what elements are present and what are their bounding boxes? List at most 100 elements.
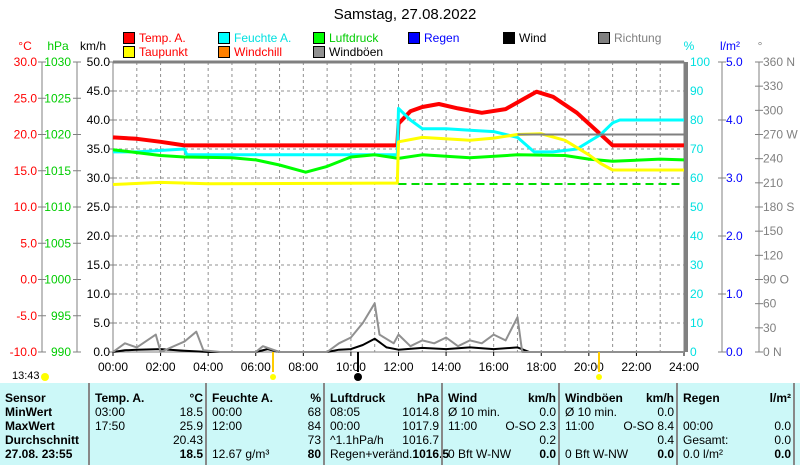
humidity-tick-label: 40: [690, 229, 704, 243]
legend-label: Feuchte A.: [234, 31, 292, 45]
pressure-axis-tick-label: 995: [51, 309, 71, 323]
wind-axis-tick-label: 10.0: [87, 287, 111, 301]
x-tick-label: 20:00: [574, 360, 604, 374]
table-row: 0.0 l/m² 0.0: [678, 447, 795, 461]
header-unit: l/m²: [769, 391, 791, 405]
table-column: Wind km/h Ø 10 min. 0.0 11:00 O-SO 2.3 0.2 0 Bf…: [441, 383, 560, 465]
temp-axis-tick-label: -10.0: [10, 345, 38, 359]
table-row: Ø 10 min. 0.0: [560, 405, 678, 419]
wind-axis-tick-label: 5.0: [93, 316, 110, 330]
direction-axis-tick-label: 300: [763, 103, 783, 117]
header-label: Windböen: [565, 391, 623, 405]
legend-label: Windböen: [329, 45, 384, 59]
humidity-tick-label: 80: [690, 113, 704, 127]
table-row: 0 Bft W-NW 0.0: [443, 447, 560, 461]
cell-label: 03:00: [95, 405, 126, 419]
legend-item: Regen: [408, 31, 459, 45]
cell-label: Regen+veränd.: [330, 447, 413, 461]
pressure-axis-tick-label: 1020: [44, 128, 71, 142]
temp-axis-tick-label: 25.0: [14, 91, 38, 105]
table-row: 27.08. 23:55: [0, 447, 88, 461]
wind-axis-tick-label: 0.0: [93, 345, 110, 359]
table-row: Durchschnitt: [0, 433, 88, 447]
table-row: 03:00 18.5: [90, 405, 207, 419]
wind-axis-tick-label: 35.0: [87, 142, 111, 156]
wind-axis-unit: km/h: [80, 39, 106, 53]
direction-axis-unit: °: [758, 39, 763, 53]
column-header: Windböen km/h: [560, 391, 678, 405]
legend-item: Luftdruck: [313, 31, 378, 45]
header-unit: km/h: [645, 391, 674, 405]
legend-swatch: [408, 32, 420, 44]
x-tick-label: 22:00: [621, 360, 651, 374]
cell-value: 0.4: [657, 433, 674, 447]
direction-axis-tick-label: 120: [763, 248, 783, 262]
pressure-axis-tick-label: 1015: [44, 164, 71, 178]
rain-axis-tick-label: 0.0: [726, 345, 743, 359]
temp-axis-tick-label: 20.0: [14, 128, 38, 142]
humidity-tick-label: 60: [690, 171, 704, 185]
cell-label: 0 Bft W-NW: [565, 447, 629, 461]
humidity-unit: %: [684, 39, 695, 53]
cell-value: 1016.7: [402, 433, 439, 447]
cell-value: 20.43: [172, 433, 203, 447]
cell-value: 0.2: [539, 433, 556, 447]
cell-label: Ø 10 min.: [565, 405, 618, 419]
cell-label: 12.67 g/m³: [212, 447, 270, 461]
series-line-windb-en: [112, 302, 684, 353]
cell-value: 1014.8: [402, 405, 439, 419]
cell-value: 0.0: [774, 447, 791, 461]
legend-swatch: [313, 46, 325, 58]
legend-item: Richtung: [598, 31, 661, 45]
cell-value: 68: [307, 405, 321, 419]
legend-label: Wind: [519, 31, 547, 45]
legend-item: Feuchte A.: [218, 31, 291, 45]
header-label: Temp. A.: [95, 391, 145, 405]
column-header: Sensor: [0, 391, 88, 405]
header-label: Sensor: [5, 391, 46, 405]
sunrise-icon: [270, 374, 276, 380]
pressure-axis-tick-label: 1025: [44, 91, 71, 105]
legend-swatch: [218, 32, 230, 44]
cell-value: 0.0: [774, 419, 791, 433]
direction-axis-tick-label: 240: [763, 152, 783, 166]
legend-swatch: [123, 46, 135, 58]
cell-value: 80: [307, 447, 321, 461]
table-column: Regen l/m² 00:00 0.0 Gesamt: 0.0 0.0 l/m² 0.0: [676, 383, 795, 465]
cell-value: O-SO 8.4: [623, 419, 674, 433]
pressure-axis-tick-label: 1000: [44, 273, 71, 287]
legend-swatch: [218, 46, 230, 58]
rain-axis-tick-label: 5.0: [726, 55, 743, 69]
table-row: MaxWert: [0, 419, 88, 433]
legend-swatch: [503, 32, 515, 44]
legend-item: Windchill: [218, 45, 282, 59]
x-tick-label: 02:00: [146, 360, 176, 374]
header-unit: hPa: [416, 391, 439, 405]
header-label: Feuchte A.: [212, 391, 273, 405]
cell-label: MaxWert: [5, 419, 55, 433]
table-row: 08:05 1014.8: [325, 405, 443, 419]
direction-axis-tick-label: 210: [763, 176, 783, 190]
table-row: 20.43: [90, 433, 207, 447]
header-unit: %: [310, 391, 321, 405]
wind-axis-tick-label: 50.0: [87, 55, 111, 69]
cell-label: 00:00: [330, 419, 361, 433]
wind-axis-tick-label: 30.0: [87, 171, 111, 185]
table-column: Temp. A. °C 03:00 18.5 17:50 25.9 20.43 18.5: [88, 383, 207, 465]
temp-axis-tick-label: 30.0: [14, 55, 38, 69]
pressure-axis-tick-label: 990: [51, 345, 71, 359]
table-row: 0 Bft W-NW 0.0: [560, 447, 678, 461]
legend-label: Regen: [424, 31, 460, 45]
temp-axis-tick-label: 10.0: [14, 200, 38, 214]
temp-axis-unit: °C: [18, 39, 32, 53]
humidity-tick-label: 10: [690, 316, 704, 330]
rain-axis-tick-label: 3.0: [726, 171, 743, 185]
pressure-axis-unit: hPa: [47, 39, 69, 53]
direction-axis-tick-label: 0 N: [763, 345, 782, 359]
table-row: 00:00 0.0: [678, 419, 795, 433]
header-unit: °C: [189, 391, 203, 405]
x-tick-label: 08:00: [288, 360, 318, 374]
table-row: 00:00 68: [207, 405, 325, 419]
legend-label: Richtung: [614, 31, 662, 45]
x-tick-label: 16:00: [479, 360, 509, 374]
